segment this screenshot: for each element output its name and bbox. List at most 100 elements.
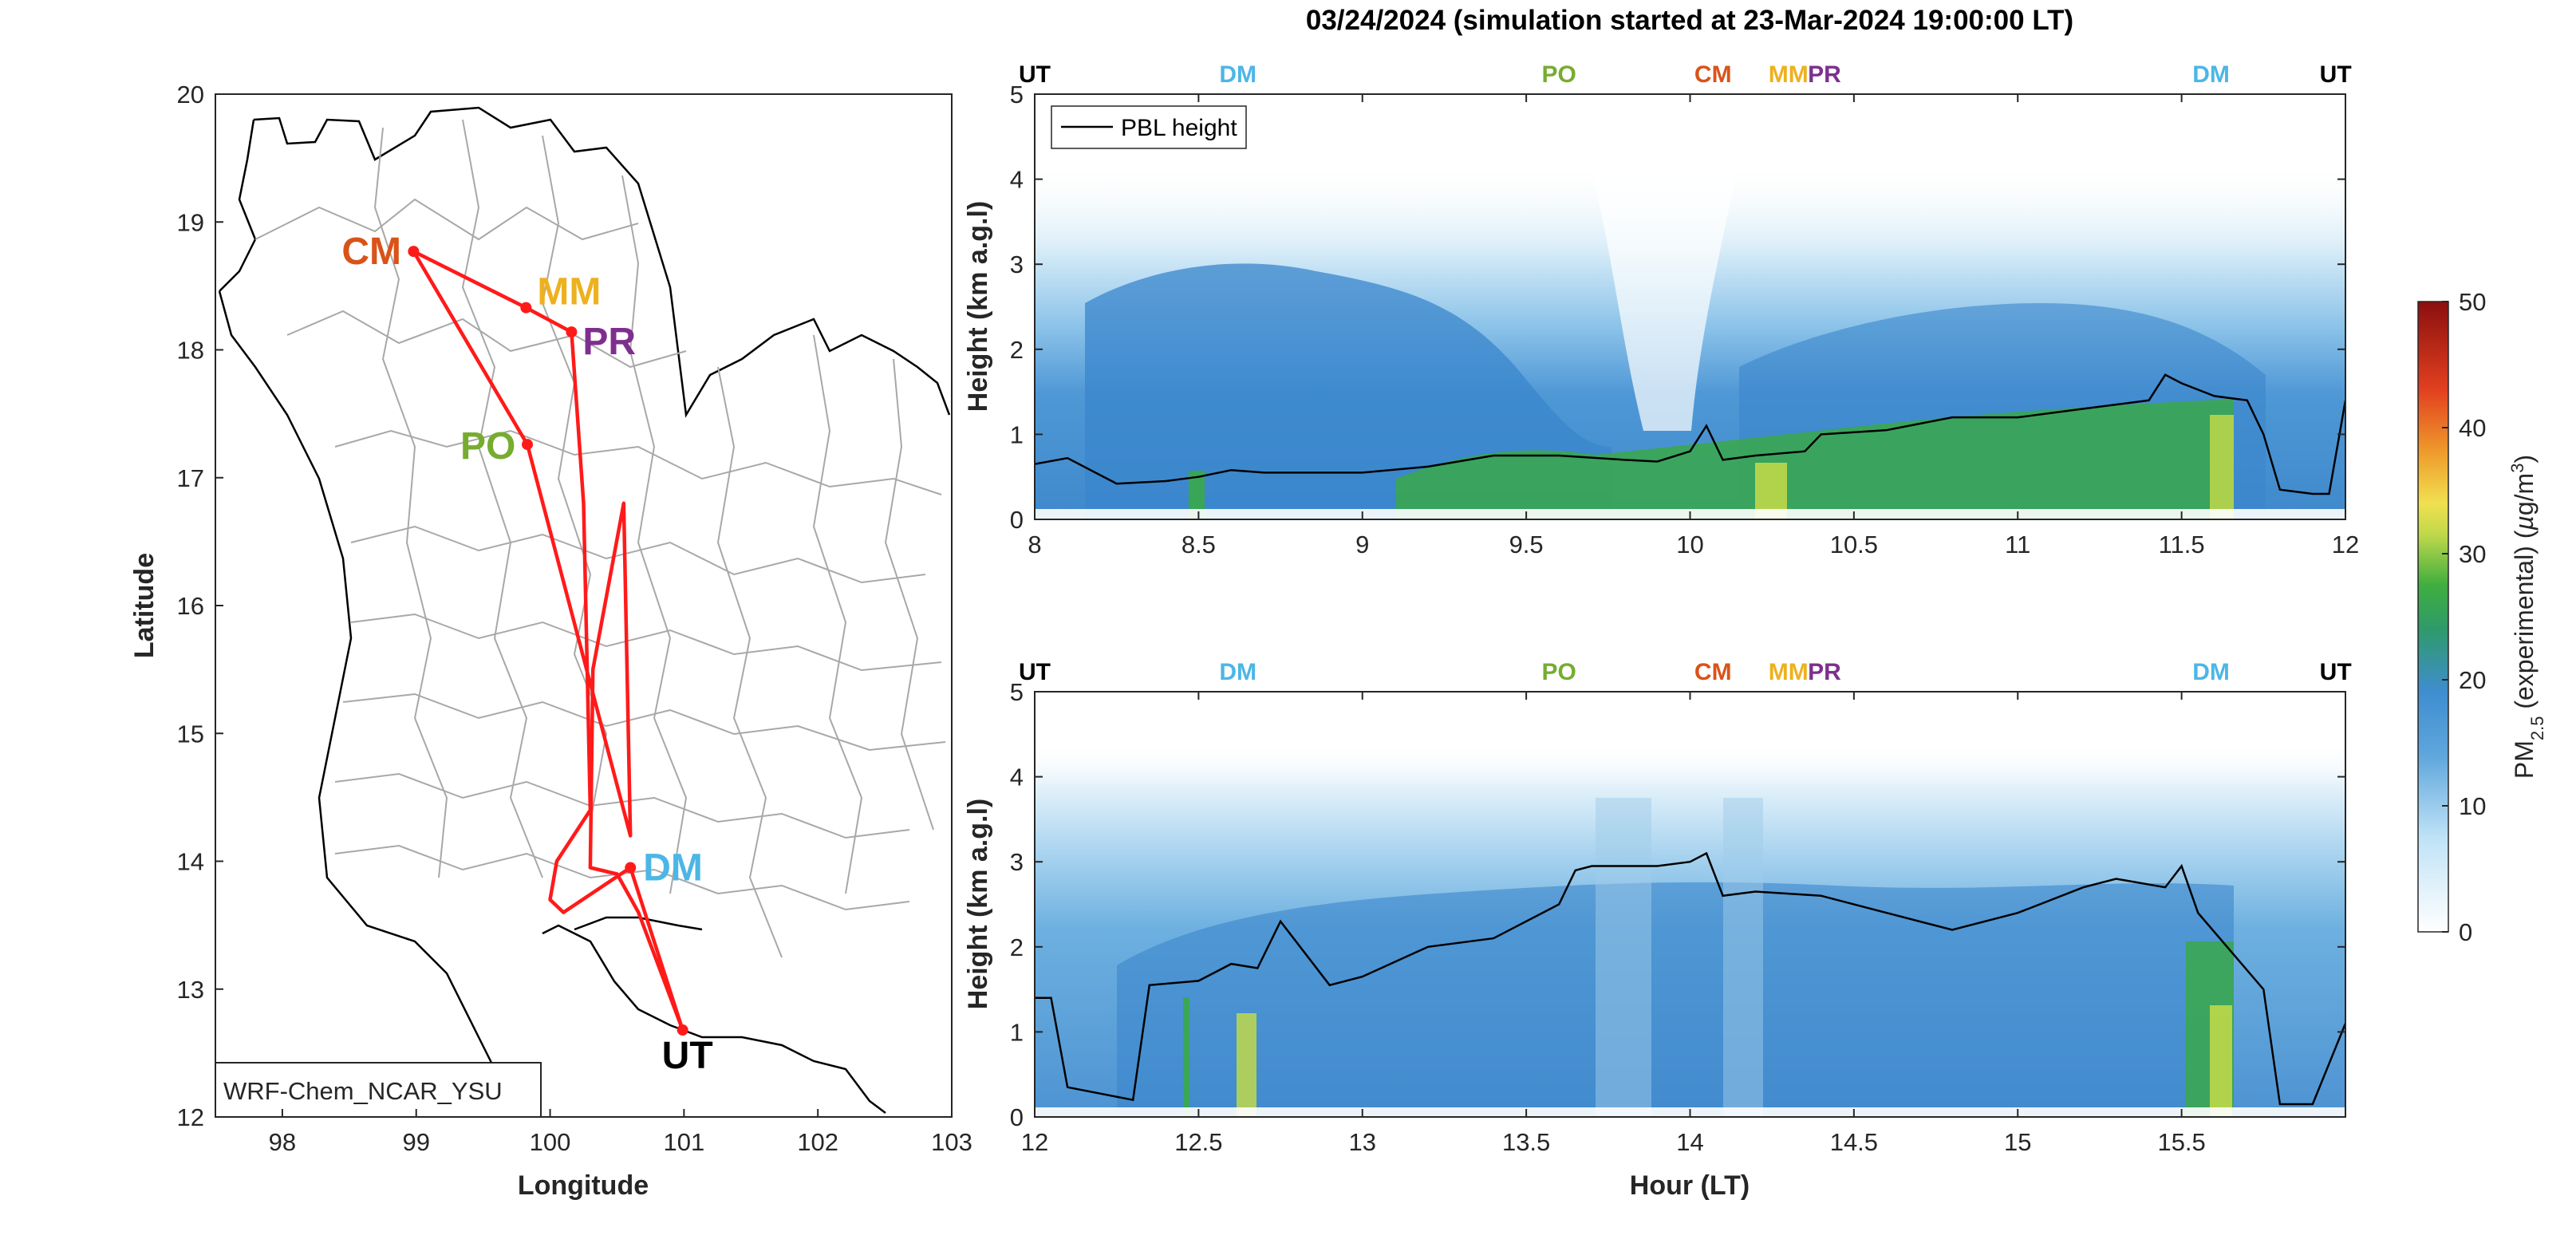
site-label-cm: CM bbox=[1694, 61, 1732, 88]
x-tick-label: 10 bbox=[1676, 531, 1703, 558]
site-label-pr: PR bbox=[1808, 659, 1841, 685]
map-y-tick-label: 17 bbox=[177, 464, 204, 492]
panel1-y-ticks: 0 1 2 3 4 5 bbox=[1010, 81, 2345, 534]
profile-panel-1: PBL height 8 8.5 9 9.5 10 10.5 11 11.5 12 012345… bbox=[963, 61, 2359, 558]
map-x-tick-label: 100 bbox=[530, 1128, 571, 1156]
y-tick-label: 2 bbox=[1010, 933, 1024, 961]
route-sites: CM MM PR PO DM UT bbox=[341, 231, 712, 1077]
panel2-xlabel: Hour (LT) bbox=[1630, 1170, 1750, 1201]
site-label-ut: UT bbox=[1019, 61, 1051, 88]
site-label-dm: DM bbox=[1219, 61, 1256, 88]
x-tick-label: 8 bbox=[1028, 531, 1041, 558]
site-label-cm: CM bbox=[1694, 659, 1732, 685]
legend-label: PBL height bbox=[1121, 115, 1237, 141]
panel1-ylabel: Height (km a.g.l) bbox=[963, 201, 993, 412]
x-tick-label: 15 bbox=[2004, 1128, 2031, 1156]
y-tick-label: 3 bbox=[1010, 251, 1024, 278]
site-label-dm: DM bbox=[2192, 659, 2230, 685]
map-y-tick-label: 16 bbox=[177, 592, 204, 620]
x-tick-label: 8.5 bbox=[1181, 531, 1216, 558]
figure-title: 03/24/2024 (simulation started at 23-Mar… bbox=[1306, 5, 2073, 36]
colorbar-tick-label: 40 bbox=[2459, 414, 2486, 442]
map-xlabel: Longitude bbox=[518, 1170, 649, 1201]
site-label-mm: MM bbox=[1769, 61, 1809, 88]
site-marker-dm bbox=[625, 862, 637, 874]
site-label-pr: PR bbox=[582, 321, 636, 363]
province-borders bbox=[254, 119, 946, 958]
y-tick-label: 5 bbox=[1010, 81, 1024, 109]
site-marker-mm bbox=[520, 302, 532, 314]
model-label: WRF-Chem_NCAR_YSU bbox=[223, 1077, 503, 1105]
y-tick-label: 3 bbox=[1010, 848, 1024, 876]
colorbar: 0 10 20 30 40 50 PM2.5 (experimental) (µg/m3) bbox=[2417, 288, 2547, 946]
y-tick-label: 5 bbox=[1010, 678, 1024, 706]
map-x-tick-label: 98 bbox=[269, 1128, 296, 1156]
map-y-tick-label: 19 bbox=[177, 208, 204, 236]
site-marker-pr bbox=[566, 326, 578, 338]
map-x-tick-label: 101 bbox=[663, 1128, 704, 1156]
map-x-tick-label: 102 bbox=[797, 1128, 838, 1156]
x-tick-label: 9.5 bbox=[1509, 531, 1544, 558]
site-label-ut: UT bbox=[662, 1035, 713, 1077]
colorbar-label: PM2.5 (experimental) (µg/m3) bbox=[2507, 455, 2547, 779]
country-border bbox=[218, 106, 951, 1102]
site-label-ut: UT bbox=[2320, 659, 2352, 685]
y-tick-label: 1 bbox=[1010, 1018, 1024, 1046]
map-y-tick-label: 20 bbox=[177, 81, 204, 109]
map-x-ticks: 98 99 100 101 102 103 bbox=[269, 1109, 972, 1156]
colorbar-tick-label: 30 bbox=[2459, 540, 2486, 568]
site-label-po: PO bbox=[460, 425, 515, 468]
map-y-tick-label: 18 bbox=[177, 337, 204, 365]
site-marker-po bbox=[522, 439, 534, 451]
y-tick-label: 0 bbox=[1010, 506, 1024, 534]
site-label-po: PO bbox=[1542, 61, 1576, 88]
map-panel: CM MM PR PO DM UT WRF-Chem_NCAR_YSU 98 99 100 10… bbox=[129, 81, 972, 1201]
panel1-site-labels: UT DM PO CM MM PR DM UT bbox=[1019, 61, 2352, 88]
site-label-ut: UT bbox=[2320, 61, 2352, 88]
x-tick-label: 9 bbox=[1355, 531, 1369, 558]
x-tick-label: 12 bbox=[2332, 531, 2359, 558]
x-tick-label: 12 bbox=[1021, 1128, 1048, 1156]
colorbar-tick-label: 20 bbox=[2459, 666, 2486, 694]
panel1-x-ticks: 8 8.5 9 9.5 10 10.5 11 11.5 12 bbox=[1028, 94, 2359, 558]
site-label-po: PO bbox=[1542, 659, 1576, 685]
y-tick-label: 1 bbox=[1010, 420, 1024, 448]
panel2-x-ticks: 12 12.5 13 13.5 14 14.5 15 15.5 bbox=[1021, 692, 2206, 1156]
colorbar-tick-label: 10 bbox=[2459, 792, 2486, 820]
x-tick-label: 10.5 bbox=[1830, 531, 1878, 558]
map-y-tick-label: 14 bbox=[177, 848, 204, 876]
colorbar-gradient bbox=[2417, 301, 2449, 933]
map-y-tick-label: 12 bbox=[177, 1103, 204, 1131]
legend: PBL height bbox=[1051, 105, 1247, 149]
site-marker-cm bbox=[408, 246, 420, 258]
route-line bbox=[412, 250, 684, 1032]
map-ylabel: Latitude bbox=[129, 553, 160, 658]
map-y-ticks: 12 13 14 15 16 17 18 19 20 bbox=[177, 81, 223, 1131]
coastline bbox=[542, 916, 886, 1114]
colorbar-ticks: 0 10 20 30 40 50 bbox=[2442, 288, 2486, 946]
map-y-tick-label: 15 bbox=[177, 720, 204, 748]
map-x-tick-label: 103 bbox=[931, 1128, 972, 1156]
site-label-cm: CM bbox=[341, 231, 401, 273]
colorbar-tick-label: 50 bbox=[2459, 288, 2486, 316]
panel2-site-labels: UT DM PO CM MM PR DM UT bbox=[1019, 659, 2352, 685]
y-tick-label: 2 bbox=[1010, 336, 1024, 364]
y-tick-label: 4 bbox=[1010, 764, 1024, 791]
colorbar-tick-label: 0 bbox=[2459, 918, 2472, 946]
site-label-dm: DM bbox=[643, 847, 703, 890]
site-label-dm: DM bbox=[2192, 61, 2230, 88]
y-tick-label: 0 bbox=[1010, 1103, 1024, 1131]
panel2-y-ticks: 0 1 2 3 4 5 bbox=[1010, 678, 2345, 1131]
map-boundaries: CM MM PR PO DM UT bbox=[218, 106, 951, 1114]
x-tick-label: 11 bbox=[2005, 531, 2030, 558]
x-tick-label: 13 bbox=[1349, 1128, 1376, 1156]
site-label-dm: DM bbox=[1219, 659, 1256, 685]
y-tick-label: 4 bbox=[1010, 166, 1024, 194]
site-label-mm: MM bbox=[1769, 659, 1809, 685]
site-label-pr: PR bbox=[1808, 61, 1841, 88]
x-tick-label: 14 bbox=[1676, 1128, 1703, 1156]
x-tick-label: 11.5 bbox=[2159, 531, 2205, 558]
model-label-box: WRF-Chem_NCAR_YSU bbox=[215, 1062, 542, 1118]
